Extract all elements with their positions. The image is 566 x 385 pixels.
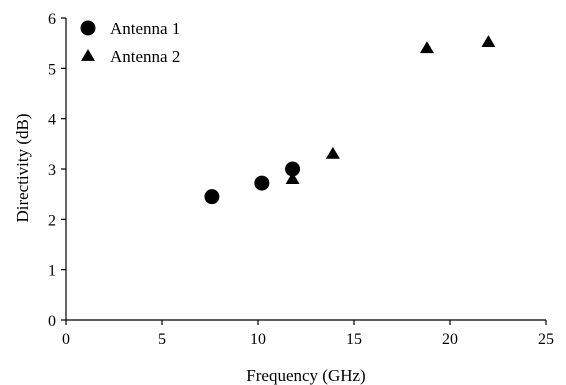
x-tick-label: 15 — [346, 331, 362, 348]
y-tick-label: 4 — [48, 112, 56, 129]
x-tick-label: 5 — [158, 331, 166, 348]
y-axis-label: Directivity (dB) — [13, 113, 32, 222]
y-tick-label: 3 — [48, 162, 56, 179]
legend-marker-2 — [81, 49, 95, 61]
legend-label-1: Antenna 1 — [110, 19, 180, 38]
y-tick-label: 1 — [48, 263, 56, 280]
x-tick-label: 10 — [250, 331, 266, 348]
antenna-2-point — [481, 35, 496, 48]
legend-marker-1 — [80, 20, 96, 36]
x-tick-label: 20 — [442, 331, 458, 348]
antenna-1-point — [285, 161, 301, 177]
data-points — [204, 35, 496, 205]
ticks: 0 1 2 3 4 5 6 0 5 10 15 20 25 — [48, 11, 554, 348]
legend-label-2: Antenna 2 — [110, 47, 180, 66]
antenna-2-point — [285, 172, 300, 184]
y-tick-label: 6 — [48, 11, 56, 28]
y-tick-label: 2 — [48, 212, 56, 229]
antenna-2-point — [325, 146, 340, 159]
antenna-1-point — [254, 175, 270, 191]
x-axis-label: Frequency (GHz) — [246, 366, 365, 385]
legend: Antenna 1 Antenna 2 — [80, 19, 180, 66]
antenna-2-point — [419, 41, 434, 54]
y-tick-label: 0 — [48, 313, 56, 330]
x-tick-label: 0 — [62, 331, 70, 348]
antenna-1-point — [204, 189, 220, 205]
x-tick-label: 25 — [538, 331, 554, 348]
y-tick-label: 5 — [48, 61, 56, 78]
